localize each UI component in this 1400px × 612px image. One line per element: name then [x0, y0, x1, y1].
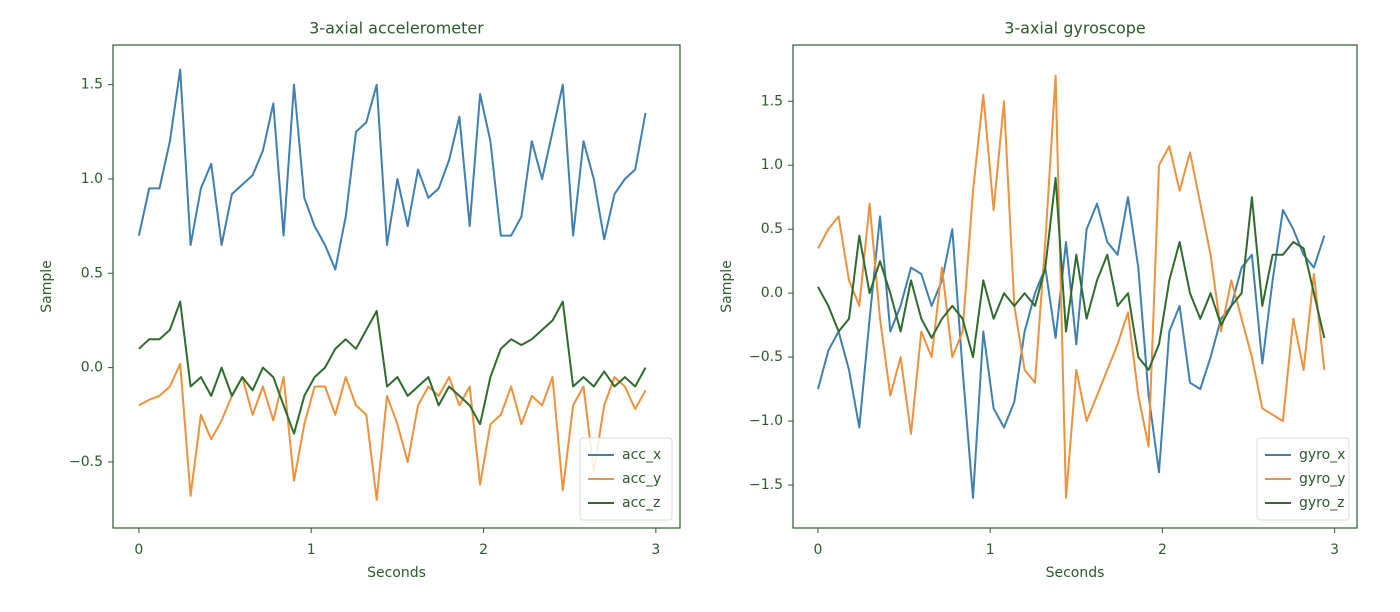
y-tick-label: −0.5 — [69, 454, 103, 470]
y-tick-label: −1.0 — [749, 413, 783, 429]
legend-label: gyro_x — [1299, 447, 1345, 463]
chart-title: 3-axial gyroscope — [1004, 19, 1146, 38]
x-axis-label: Seconds — [367, 565, 426, 581]
y-tick-label: −0.5 — [749, 349, 783, 365]
x-tick-label: 1 — [986, 542, 995, 558]
y-tick-label: 1.5 — [81, 77, 103, 93]
legend: acc_x acc_y acc_z — [579, 437, 673, 521]
y-axis-label: Sample — [39, 260, 55, 313]
x-tick-label: 2 — [479, 542, 488, 558]
legend: gyro_x gyro_y gyro_z — [1256, 437, 1350, 521]
series-line — [138, 300, 647, 435]
legend-box — [1256, 437, 1350, 521]
series-line — [817, 177, 1326, 371]
x-tick-label: 3 — [651, 542, 660, 558]
series-line — [138, 362, 647, 501]
y-tick-label: 0.0 — [761, 285, 783, 301]
legend-box — [579, 437, 673, 521]
y-axis-label: Sample — [719, 260, 735, 313]
y-tick-label: 0.0 — [81, 360, 103, 376]
subplot: 3-axial accelerometer Seconds Sample 0 1 2 3 −0… — [39, 19, 681, 581]
legend-label: acc_z — [622, 495, 660, 511]
legend-label: acc_x — [622, 447, 661, 463]
x-tick-label: 2 — [1158, 542, 1167, 558]
x-tick-label: 0 — [814, 542, 823, 558]
plot-frame — [112, 44, 681, 529]
y-tick-label: 1.0 — [761, 157, 783, 173]
x-tick-label: 3 — [1330, 542, 1339, 558]
series-line — [817, 74, 1326, 499]
y-tick-label: −1.5 — [749, 477, 783, 493]
x-axis-label: Seconds — [1046, 565, 1105, 581]
y-tick-label: 0.5 — [81, 265, 103, 281]
series-line — [137, 68, 647, 271]
y-tick-label: 1.0 — [81, 171, 103, 187]
y-tick-label: 0.5 — [761, 221, 783, 237]
plot-frame — [792, 44, 1358, 529]
chart-title: 3-axial accelerometer — [309, 19, 484, 38]
legend-label: gyro_z — [1299, 495, 1345, 511]
x-tick-label: 0 — [134, 542, 143, 558]
legend-label: gyro_y — [1299, 471, 1345, 487]
legend-label: acc_y — [622, 471, 661, 487]
subplot: 3-axial gyroscope Seconds Sample 0 1 2 3 −1.5 −1… — [719, 19, 1358, 581]
x-tick-label: 1 — [307, 542, 316, 558]
y-tick-label: 1.5 — [761, 93, 783, 109]
